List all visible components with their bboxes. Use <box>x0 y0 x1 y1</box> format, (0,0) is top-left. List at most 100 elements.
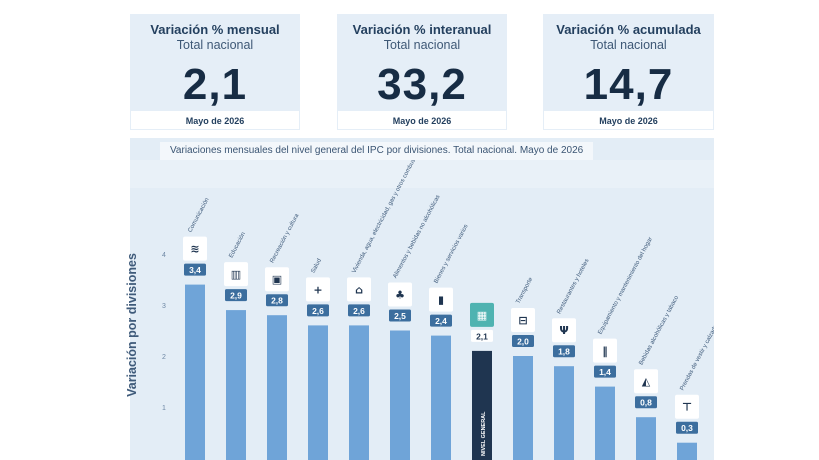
bottles-icon <box>429 287 453 312</box>
value-label-box <box>225 289 247 302</box>
category-label: Recreación y cultura <box>269 212 300 264</box>
kpi-card-accumulated: Variación % acumulada Total nacional 14,… <box>543 14 714 130</box>
bar <box>308 325 328 460</box>
tools-icon-glyph: ‖ <box>602 345 608 358</box>
bar <box>554 366 574 460</box>
category-label: Educación <box>228 231 246 259</box>
bar <box>267 315 287 460</box>
kpi-title: Variación % interanual <box>352 22 492 37</box>
y-tick-label: 2 <box>162 354 166 361</box>
category-label: Equipamiento y mantenimiento del hogar <box>597 236 654 335</box>
bar <box>390 330 410 460</box>
bar <box>513 356 533 460</box>
value-label-box <box>553 345 575 358</box>
wifi-icon-glyph: ≋ <box>190 243 199 256</box>
data-label: 2,0 <box>517 337 529 347</box>
value-label-box <box>676 421 698 434</box>
y-tick-label: 1 <box>162 405 166 412</box>
chart-panel: 1 2 3 4 3,4 ≋ Comunicación 2,9 ▥ Educación 2,8 ▣ Rec… <box>130 138 714 460</box>
category-label: Restaurantes y hoteles <box>556 258 590 315</box>
value-label-box <box>512 335 534 347</box>
kpi-subtitle: Total nacional <box>383 38 461 52</box>
category-label: Salud <box>310 258 323 274</box>
data-label: 2,4 <box>435 316 447 326</box>
house-icon <box>347 277 371 302</box>
y-tick-label: 4 <box>162 252 166 259</box>
plus-icon-glyph: + <box>313 283 322 296</box>
value-label-box <box>307 304 329 317</box>
data-label: 1,8 <box>558 347 570 357</box>
data-label: 0,8 <box>640 398 652 408</box>
bottle-icon <box>634 369 658 394</box>
value-label-box <box>635 396 657 409</box>
bar <box>636 417 656 460</box>
bottle-icon-glyph: ◭ <box>642 375 651 388</box>
kpi-value: 14,7 <box>583 60 674 109</box>
data-label: 2,9 <box>230 291 242 301</box>
data-label: 2,6 <box>353 306 365 316</box>
kpi-value: 2,1 <box>182 60 248 109</box>
kpi-card-interannual: Variación % interanual Total nacional 33… <box>337 14 507 130</box>
kpi-date: Mayo de 2026 <box>543 110 714 130</box>
basket-icon <box>470 302 494 327</box>
category-label: Bienes y servicios varios <box>433 224 469 285</box>
shirt-icon-glyph: ⊤ <box>682 401 692 414</box>
car-icon-glyph: ⊟ <box>518 314 527 327</box>
y-axis-label: Variación por divisiones <box>125 253 139 397</box>
category-label: Alimentos y bebidas no alcohólicas <box>392 194 441 279</box>
book-icon-glyph: ▥ <box>231 268 241 281</box>
bar <box>472 350 492 460</box>
tools-icon <box>593 338 617 363</box>
data-label: 3,4 <box>189 265 201 275</box>
food-icon-glyph: ♣ <box>395 289 405 302</box>
bar <box>595 386 615 460</box>
value-label-box <box>594 365 616 378</box>
value-label-box <box>430 314 452 327</box>
bar <box>677 442 697 460</box>
kpi-card-monthly: Variación % mensual Total nacional 2,1 M… <box>130 14 300 130</box>
data-label: 1,4 <box>599 367 611 377</box>
category-label: Transporte <box>515 276 534 305</box>
kpi-date: Mayo de 2026 <box>337 110 507 130</box>
tv-icon <box>265 267 289 292</box>
category-label: Comunicación <box>187 197 210 233</box>
car-icon <box>511 308 535 332</box>
basket-icon-glyph: ▦ <box>477 309 487 322</box>
book-icon <box>224 262 248 287</box>
bar <box>185 284 205 460</box>
value-label-box <box>389 309 411 322</box>
kpi-subtitle: Total nacional <box>590 38 667 52</box>
house-icon-glyph: ⌂ <box>355 283 363 296</box>
bar <box>349 325 369 460</box>
category-label: Bebidas alcohólicas y tabaco <box>638 294 680 366</box>
data-label: 2,6 <box>312 306 324 316</box>
value-label-box <box>348 304 370 317</box>
shirt-icon <box>675 394 699 419</box>
bar-chart: 1 2 3 4 3,4 ≋ Comunicación 2,9 ▥ Educación 2,8 ▣ Rec… <box>130 146 714 460</box>
food-icon <box>388 282 412 307</box>
cutlery-icon-glyph: Ψ <box>559 324 568 337</box>
category-label: NIVEL GENERAL <box>481 411 487 456</box>
data-label: 0,3 <box>681 423 693 433</box>
tv-icon-glyph: ▣ <box>272 273 282 286</box>
title-band <box>130 160 714 188</box>
y-tick-label: 3 <box>162 303 166 310</box>
kpi-title: Variación % mensual <box>150 22 280 37</box>
data-label: 2,5 <box>394 311 406 321</box>
value-label-box <box>184 263 206 276</box>
category-label: Prendas de vestir y calzado <box>679 323 714 391</box>
chart-title: Variaciones mensuales del nivel general … <box>160 142 594 160</box>
value-label-box <box>266 294 288 307</box>
cutlery-icon <box>552 318 576 343</box>
bottles-icon-glyph: ▮ <box>438 294 444 307</box>
kpi-value: 33,2 <box>377 60 467 109</box>
kpi-date: Mayo de 2026 <box>130 110 300 130</box>
kpi-subtitle: Total nacional <box>176 38 254 52</box>
plus-icon <box>306 277 330 302</box>
value-label-box <box>471 329 493 342</box>
data-label: 2,1 <box>476 331 488 341</box>
wifi-icon <box>183 236 207 261</box>
bar <box>226 310 246 460</box>
bar <box>431 335 451 460</box>
kpi-title: Variación % acumulada <box>556 22 701 37</box>
